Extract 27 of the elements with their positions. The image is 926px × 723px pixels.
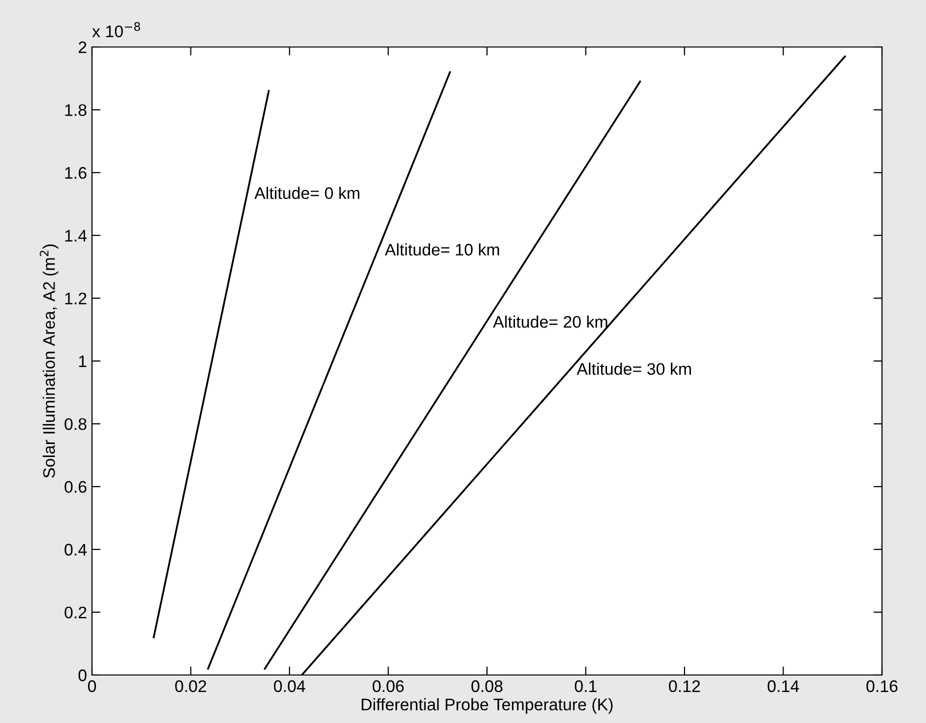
x-tick-label: 0.12	[668, 680, 700, 692]
y-tick-label: 1.4	[65, 230, 87, 242]
y-axis-title: Solar Illumination Area, A2 (m$^{2}$)	[40, 244, 58, 478]
x-tick-label: 0.16	[866, 680, 898, 692]
x-tick-label: 0.08	[471, 680, 502, 692]
x-tick-label: 0.04	[274, 680, 306, 692]
series-label: Altitude= 10 km	[384, 243, 500, 256]
series-label: Altitude= 20 km	[492, 316, 608, 328]
x-tick-label: 0.1	[574, 680, 597, 692]
x-tick-label: 0	[88, 680, 96, 692]
x-tick-label: 0.06	[372, 680, 404, 692]
y-tick-label: 0.8	[64, 418, 86, 430]
y-tick-label: 1.8	[65, 104, 86, 116]
text: x 10$^{−8}$	[92, 22, 140, 38]
y-tick-label: 1.6	[65, 167, 86, 179]
y-tick-label: 0.2	[64, 606, 86, 618]
y-tick-label: 2	[78, 41, 86, 54]
y-tick-label: 1	[79, 356, 86, 368]
series-label: Altitude= 30 km	[576, 362, 691, 375]
y-tick-label: 0.6	[64, 481, 86, 493]
y-tick-label: 0.4	[64, 544, 87, 556]
y-tick-label: 0	[78, 669, 86, 682]
series-label: Altitude= 0 km	[254, 186, 360, 200]
x-tick-label: 0.14	[768, 680, 799, 692]
x-tick-label: 0.02	[175, 680, 206, 692]
y-tick-label: 1.2	[65, 292, 86, 304]
x-axis-title: Differential Probe Temperature (K)	[362, 698, 613, 714]
